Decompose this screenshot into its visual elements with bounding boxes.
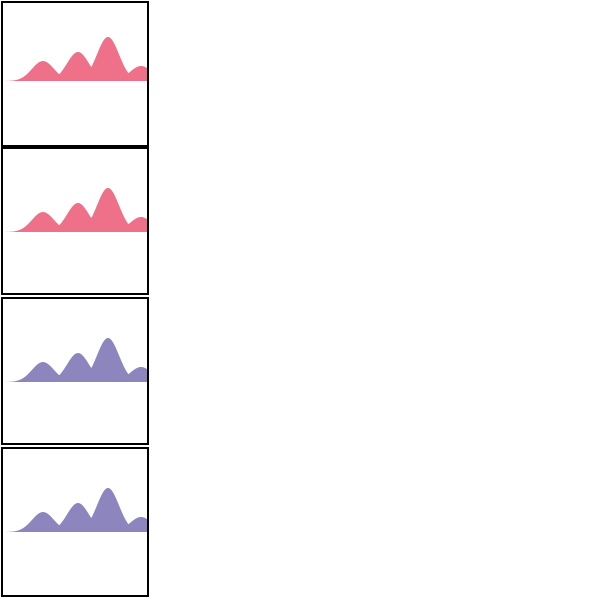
density-area-3 (3, 338, 147, 382)
chart-panel-3 (1, 297, 149, 445)
chart-panel-1 (1, 1, 149, 147)
density-plot-2 (3, 188, 147, 232)
density-plot-4 (3, 488, 147, 532)
density-area-4 (3, 488, 147, 532)
chart-panel-4 (1, 447, 149, 597)
density-plot-3 (3, 338, 147, 382)
density-plot-1 (3, 37, 147, 81)
density-area-1 (3, 37, 147, 81)
density-area-2 (3, 188, 147, 232)
chart-panel-2 (1, 147, 149, 295)
